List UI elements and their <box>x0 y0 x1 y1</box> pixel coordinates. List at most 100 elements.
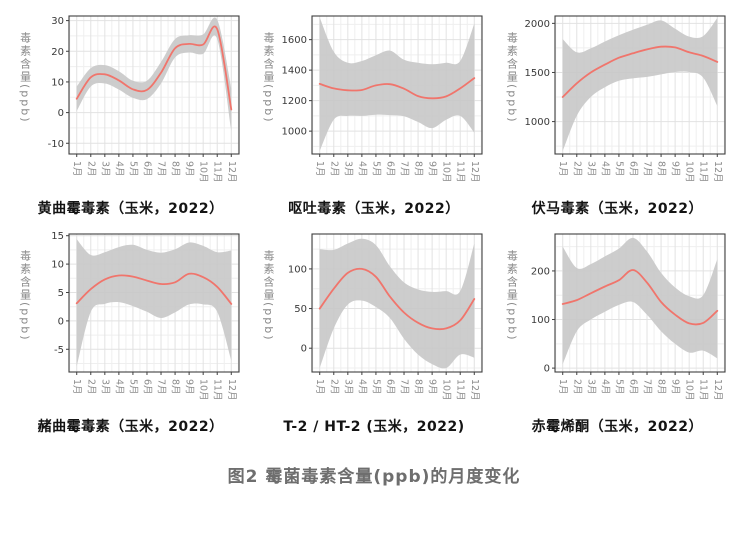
svg-text:6月: 6月 <box>628 379 639 395</box>
svg-text:-10: -10 <box>47 139 63 150</box>
y-axis-label: 毒素含量(ppb) <box>261 32 275 124</box>
svg-text:11月: 11月 <box>698 379 709 401</box>
svg-text:2月: 2月 <box>572 379 583 395</box>
svg-text:11月: 11月 <box>211 379 222 401</box>
plot-row: 毒素含量(ppb) 0 50 100 1月 2月 3月 4月 5月 6月 7月 8月 9月 10月 11月… <box>260 228 488 416</box>
chart-cell-fumonisin: 毒素含量(ppb) 1000 1500 2000 1月 2月 3月 4月 5月 6月 7月 8月 9月… <box>499 10 736 218</box>
svg-text:5月: 5月 <box>370 161 381 177</box>
svg-text:7月: 7月 <box>155 379 166 395</box>
svg-text:8月: 8月 <box>169 161 180 177</box>
svg-text:200: 200 <box>531 266 550 277</box>
svg-text:8月: 8月 <box>413 379 424 395</box>
svg-text:1600: 1600 <box>282 35 307 46</box>
svg-text:5: 5 <box>57 288 63 299</box>
svg-text:5月: 5月 <box>127 379 138 395</box>
svg-text:11月: 11月 <box>455 379 466 401</box>
svg-text:4月: 4月 <box>356 161 367 177</box>
svg-text:6月: 6月 <box>384 161 395 177</box>
figure-caption: 图2 霉菌毒素含量(ppb)的月度变化 <box>227 467 521 487</box>
svg-text:0: 0 <box>301 344 307 355</box>
svg-text:5月: 5月 <box>370 379 381 395</box>
chart-canvas-t2-ht2: 0 50 100 1月 2月 3月 4月 5月 6月 7月 8月 9月 10月 11月 12月 <box>288 233 483 401</box>
y-axis-label: 毒素含量(ppb) <box>505 250 519 342</box>
svg-text:0: 0 <box>57 108 63 119</box>
svg-text:10: 10 <box>51 260 64 271</box>
svg-text:10月: 10月 <box>684 161 695 183</box>
svg-text:4月: 4月 <box>600 379 611 395</box>
chart-cell-zearalenone: 毒素含量(ppb) 0 100 200 1月 2月 3月 4月 5月 6月 7月 8月 9月 10月 11… <box>499 228 736 436</box>
plot-row: 毒素含量(ppb) 1000 1200 1400 1600 1月 2月 3月 4月 5月 6月 7月… <box>260 10 488 198</box>
chart-title-t2-ht2: T-2 / HT-2 (玉米，2022) <box>283 419 465 435</box>
svg-text:3月: 3月 <box>342 379 353 395</box>
y-axis-label: 毒素含量(ppb) <box>505 32 519 124</box>
y-axis-label: 毒素含量(ppb) <box>18 32 32 124</box>
svg-text:0: 0 <box>57 316 63 327</box>
svg-text:8月: 8月 <box>656 161 667 177</box>
chart-title-fumonisin: 伏马毒素（玉米，2022） <box>531 201 704 217</box>
plot-row: 毒素含量(ppb) -10 0 10 20 30 1月 2月 3月 4月 5月 6月 7月 8月 9月 10… <box>17 10 245 198</box>
svg-text:6月: 6月 <box>384 379 395 395</box>
svg-text:4月: 4月 <box>113 379 124 395</box>
y-axis-label: 毒素含量(ppb) <box>261 250 275 342</box>
svg-text:3月: 3月 <box>342 161 353 177</box>
svg-text:8月: 8月 <box>169 379 180 395</box>
svg-text:5月: 5月 <box>127 161 138 177</box>
svg-text:2月: 2月 <box>328 161 339 177</box>
svg-text:1月: 1月 <box>71 161 82 177</box>
svg-text:4月: 4月 <box>356 379 367 395</box>
svg-text:7月: 7月 <box>155 161 166 177</box>
svg-text:1月: 1月 <box>558 161 569 177</box>
svg-text:7月: 7月 <box>642 161 653 177</box>
svg-text:5月: 5月 <box>614 379 625 395</box>
svg-text:1月: 1月 <box>314 379 325 395</box>
chart-cell-vomitoxin: 毒素含量(ppb) 1000 1200 1400 1600 1月 2月 3月 4月 5月 6月 7月… <box>255 10 492 218</box>
svg-text:7月: 7月 <box>642 379 653 395</box>
chart-title-zearalenone: 赤霉烯酮（玉米，2022） <box>531 419 704 435</box>
svg-text:1月: 1月 <box>71 379 82 395</box>
svg-text:9月: 9月 <box>183 379 194 395</box>
chart-canvas-vomitoxin: 1000 1200 1400 1600 1月 2月 3月 4月 5月 6月 7月 8月 9月 10月 11月… <box>282 15 483 183</box>
chart-canvas-fumonisin: 1000 1500 2000 1月 2月 3月 4月 5月 6月 7月 8月 9月 10月 11月 12月 <box>525 15 726 183</box>
chart-title-ochratoxin: 赭曲霉毒素（玉米，2022） <box>37 419 224 435</box>
svg-text:3月: 3月 <box>586 161 597 177</box>
svg-text:11月: 11月 <box>455 161 466 183</box>
plot-row: 毒素含量(ppb) 0 100 200 1月 2月 3月 4月 5月 6月 7月 8月 9月 10月 11… <box>503 228 731 416</box>
svg-text:4月: 4月 <box>600 161 611 177</box>
svg-text:12月: 12月 <box>469 379 480 401</box>
svg-text:12月: 12月 <box>225 379 236 401</box>
svg-text:3月: 3月 <box>99 161 110 177</box>
svg-text:8月: 8月 <box>413 161 424 177</box>
svg-text:50: 50 <box>294 304 307 315</box>
svg-text:1月: 1月 <box>314 161 325 177</box>
plot-row: 毒素含量(ppb) 1000 1500 2000 1月 2月 3月 4月 5月 6月 7月 8月 9月… <box>503 10 731 198</box>
svg-text:12月: 12月 <box>712 161 723 183</box>
svg-text:7月: 7月 <box>398 161 409 177</box>
svg-text:3月: 3月 <box>586 379 597 395</box>
svg-text:1500: 1500 <box>525 68 550 79</box>
chart-title-vomitoxin: 呕吐毒素（玉米，2022） <box>288 201 460 217</box>
chart-cell-aflatoxin: 毒素含量(ppb) -10 0 10 20 30 1月 2月 3月 4月 5月 6月 7月 8月 9月 10… <box>12 10 249 218</box>
svg-text:10: 10 <box>51 77 64 88</box>
svg-text:20: 20 <box>51 47 64 58</box>
svg-text:15: 15 <box>51 231 64 242</box>
svg-text:5月: 5月 <box>614 161 625 177</box>
svg-text:9月: 9月 <box>427 379 438 395</box>
svg-text:1200: 1200 <box>282 96 307 107</box>
figure-mycotoxin-monthly: 毒素含量(ppb) -10 0 10 20 30 1月 2月 3月 4月 5月 6月 7月 8月 9月 10… <box>0 10 748 487</box>
chart-canvas-ochratoxin: -5 0 5 10 15 1月 2月 3月 4月 5月 6月 7月 8月 9月 10月 11月 12月 <box>51 231 240 401</box>
svg-text:4月: 4月 <box>113 161 124 177</box>
svg-text:10月: 10月 <box>441 379 452 401</box>
svg-text:10月: 10月 <box>684 379 695 401</box>
svg-text:3月: 3月 <box>99 379 110 395</box>
svg-text:12月: 12月 <box>225 161 236 183</box>
svg-text:9月: 9月 <box>183 161 194 177</box>
svg-text:10月: 10月 <box>441 161 452 183</box>
chart-title-aflatoxin: 黄曲霉毒素（玉米，2022） <box>37 201 224 217</box>
svg-text:11月: 11月 <box>698 161 709 183</box>
svg-text:1000: 1000 <box>525 117 550 128</box>
svg-text:6月: 6月 <box>628 161 639 177</box>
svg-text:11月: 11月 <box>211 161 222 183</box>
plot-row: 毒素含量(ppb) -5 0 5 10 15 1月 2月 3月 4月 5月 6月 7月 8月 9月 10月 1… <box>17 228 245 416</box>
svg-text:12月: 12月 <box>712 379 723 401</box>
chart-grid: 毒素含量(ppb) -10 0 10 20 30 1月 2月 3月 4月 5月 6月 7月 8月 9月 10… <box>0 10 748 436</box>
